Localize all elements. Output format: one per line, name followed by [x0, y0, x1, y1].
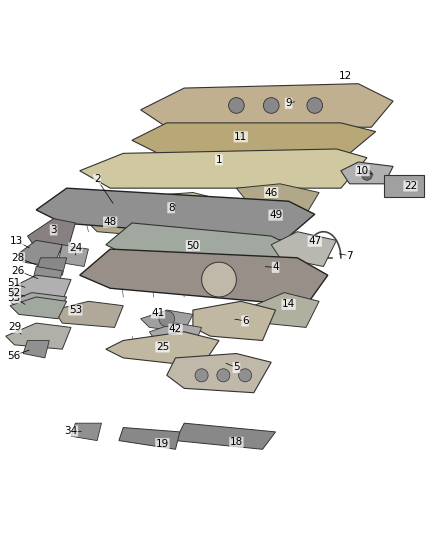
Polygon shape	[28, 219, 75, 254]
Polygon shape	[106, 223, 297, 275]
Circle shape	[239, 369, 252, 382]
Text: 11: 11	[234, 132, 247, 142]
Polygon shape	[58, 245, 88, 266]
Polygon shape	[10, 275, 71, 301]
Polygon shape	[193, 301, 276, 341]
Text: 5: 5	[233, 362, 240, 373]
Text: 29: 29	[8, 322, 21, 333]
Text: 7: 7	[346, 251, 353, 261]
Text: 18: 18	[230, 438, 243, 447]
Text: 14: 14	[282, 300, 295, 309]
Text: 47: 47	[308, 236, 321, 246]
Polygon shape	[341, 162, 393, 184]
Polygon shape	[80, 149, 367, 188]
Text: 41: 41	[152, 308, 165, 318]
Polygon shape	[71, 423, 102, 441]
Polygon shape	[262, 206, 306, 228]
Polygon shape	[36, 258, 67, 275]
Text: 28: 28	[11, 253, 25, 263]
Text: 2: 2	[94, 174, 100, 184]
Text: 13: 13	[10, 236, 23, 246]
Polygon shape	[10, 293, 67, 314]
Polygon shape	[123, 192, 228, 219]
Polygon shape	[119, 427, 180, 449]
Text: 8: 8	[168, 203, 174, 213]
Polygon shape	[132, 123, 376, 154]
Circle shape	[159, 311, 175, 327]
Text: 9: 9	[285, 98, 292, 108]
Text: 46: 46	[265, 188, 278, 198]
Polygon shape	[36, 188, 315, 240]
Polygon shape	[32, 266, 62, 288]
Polygon shape	[106, 332, 219, 367]
Text: 6: 6	[242, 316, 248, 326]
Text: 52: 52	[7, 288, 20, 297]
Polygon shape	[141, 310, 193, 332]
Polygon shape	[19, 240, 62, 266]
Text: 19: 19	[156, 439, 169, 449]
Polygon shape	[80, 249, 328, 305]
Text: 53: 53	[69, 305, 82, 315]
Circle shape	[229, 98, 244, 114]
Text: 51: 51	[7, 278, 20, 288]
Polygon shape	[176, 423, 276, 449]
Polygon shape	[10, 297, 67, 319]
Circle shape	[217, 369, 230, 382]
Text: 25: 25	[156, 342, 169, 352]
Text: 26: 26	[11, 266, 25, 276]
Text: 48: 48	[103, 217, 117, 227]
Text: 50: 50	[186, 240, 199, 251]
Circle shape	[201, 262, 237, 297]
Polygon shape	[6, 323, 71, 349]
Text: 56: 56	[7, 351, 20, 361]
Text: 22: 22	[404, 181, 417, 191]
Polygon shape	[88, 214, 158, 236]
Text: 34: 34	[64, 426, 78, 436]
Text: 3: 3	[50, 225, 57, 235]
Text: 42: 42	[169, 324, 182, 334]
Polygon shape	[167, 353, 271, 393]
Circle shape	[195, 369, 208, 382]
Circle shape	[362, 170, 372, 180]
Circle shape	[307, 98, 322, 114]
Text: 1: 1	[215, 155, 223, 165]
Polygon shape	[53, 301, 123, 327]
Polygon shape	[23, 341, 49, 358]
Polygon shape	[149, 323, 201, 349]
Text: 12: 12	[339, 71, 352, 81]
Text: 49: 49	[269, 210, 282, 220]
Text: 35: 35	[7, 293, 20, 303]
Polygon shape	[254, 293, 319, 327]
Text: 10: 10	[356, 166, 369, 176]
Polygon shape	[385, 175, 424, 197]
Text: 24: 24	[69, 243, 82, 253]
Polygon shape	[237, 184, 319, 214]
Polygon shape	[271, 232, 336, 266]
Text: 4: 4	[272, 262, 279, 272]
Polygon shape	[141, 84, 393, 127]
Circle shape	[263, 98, 279, 114]
